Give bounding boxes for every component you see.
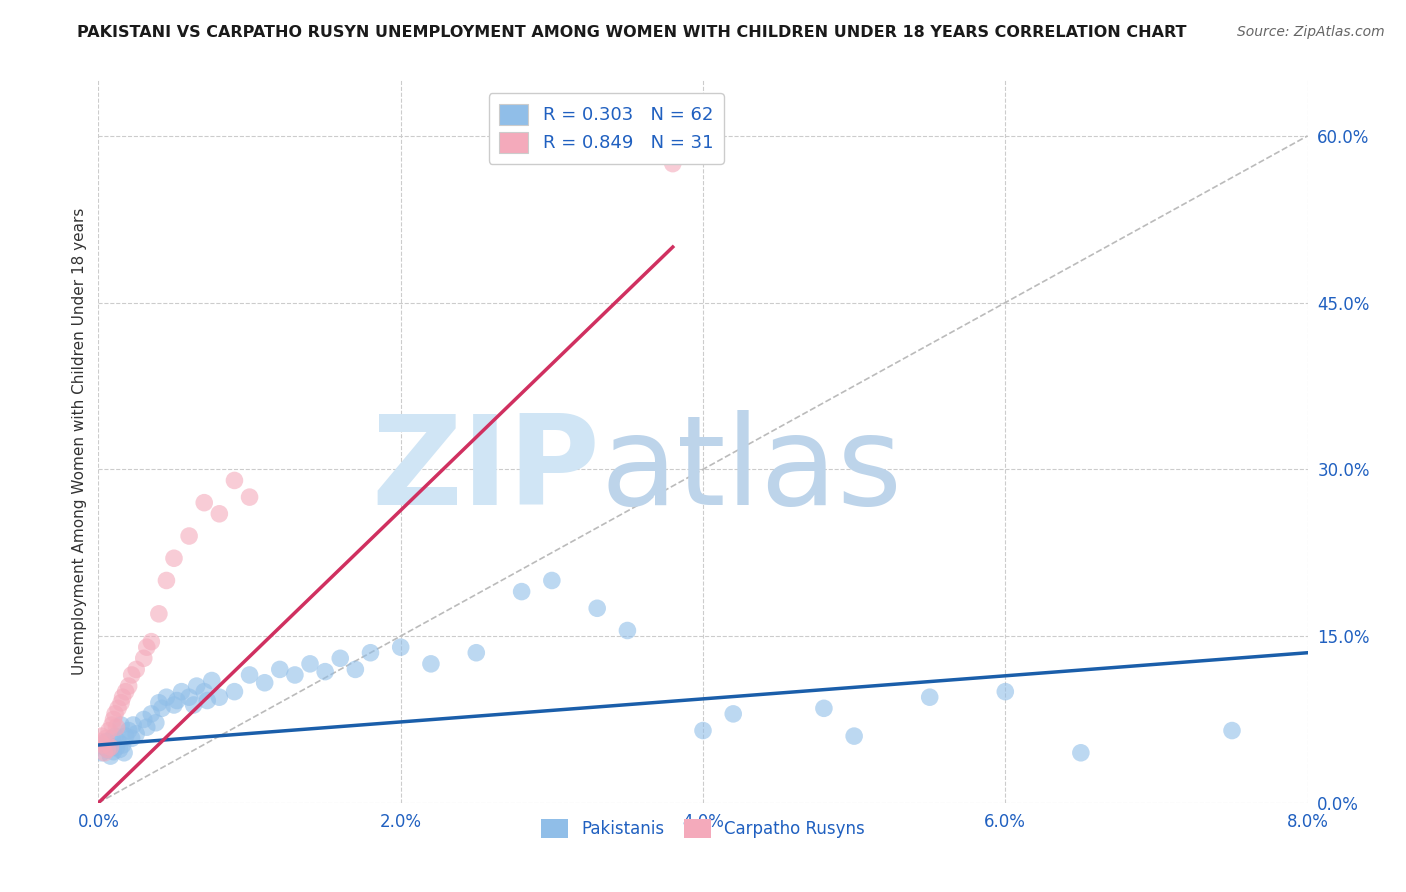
Point <box>111 738 134 752</box>
Point <box>201 673 224 688</box>
Point <box>239 490 262 504</box>
Point <box>132 651 155 665</box>
Point <box>994 684 1017 698</box>
Point <box>125 662 148 676</box>
Point <box>110 718 132 732</box>
Point <box>118 723 141 738</box>
Point <box>96 742 118 756</box>
Point <box>93 740 115 755</box>
Point <box>163 551 186 566</box>
Legend: Pakistanis, Carpatho Rusyns: Pakistanis, Carpatho Rusyns <box>534 813 872 845</box>
Point <box>91 738 114 752</box>
Point <box>586 601 609 615</box>
Point <box>239 668 262 682</box>
Text: ZIP: ZIP <box>371 410 600 531</box>
Point <box>661 156 683 170</box>
Point <box>103 745 125 759</box>
Point <box>104 729 127 743</box>
Point <box>96 742 118 756</box>
Point <box>111 690 134 705</box>
Point <box>813 701 835 715</box>
Point <box>110 696 132 710</box>
Point <box>94 731 117 746</box>
Point <box>145 715 167 730</box>
Point <box>141 706 163 721</box>
Point <box>125 727 148 741</box>
Point <box>195 693 218 707</box>
Text: PAKISTANI VS CARPATHO RUSYN UNEMPLOYMENT AMONG WOMEN WITH CHILDREN UNDER 18 YEAR: PAKISTANI VS CARPATHO RUSYN UNEMPLOYMENT… <box>77 25 1187 40</box>
Point <box>107 734 129 748</box>
Point <box>98 738 121 752</box>
Point <box>360 646 382 660</box>
Point <box>170 684 193 698</box>
Point <box>93 746 115 760</box>
Point <box>329 651 352 665</box>
Point <box>186 679 208 693</box>
Point <box>135 640 157 655</box>
Point <box>269 662 291 676</box>
Point <box>465 646 488 660</box>
Text: Source: ZipAtlas.com: Source: ZipAtlas.com <box>1237 25 1385 39</box>
Point <box>141 634 163 648</box>
Point <box>105 720 128 734</box>
Point <box>224 474 246 488</box>
Point <box>1220 723 1243 738</box>
Point <box>314 665 336 679</box>
Point <box>299 657 322 671</box>
Point <box>179 690 201 705</box>
Point <box>89 734 111 748</box>
Point <box>90 746 112 760</box>
Point <box>114 684 136 698</box>
Point <box>101 718 124 732</box>
Point <box>163 698 186 712</box>
Point <box>100 749 122 764</box>
Point <box>510 584 533 599</box>
Point <box>148 696 170 710</box>
Point <box>193 684 215 698</box>
Point <box>122 718 145 732</box>
Text: atlas: atlas <box>600 410 903 531</box>
Point <box>208 507 231 521</box>
Point <box>183 698 205 712</box>
Point <box>540 574 562 588</box>
Point <box>108 742 131 756</box>
Point <box>135 720 157 734</box>
Point <box>692 723 714 738</box>
Point <box>150 701 173 715</box>
Point <box>121 731 143 746</box>
Point <box>100 740 122 755</box>
Y-axis label: Unemployment Among Women with Children Under 18 years: Unemployment Among Women with Children U… <box>72 208 87 675</box>
Point <box>118 679 141 693</box>
Point <box>94 734 117 748</box>
Point <box>844 729 866 743</box>
Point <box>389 640 412 655</box>
Point <box>112 746 135 760</box>
Point <box>344 662 367 676</box>
Point <box>132 713 155 727</box>
Point <box>101 731 124 746</box>
Point <box>224 684 246 698</box>
Point <box>148 607 170 621</box>
Point <box>107 701 129 715</box>
Point <box>420 657 443 671</box>
Point <box>723 706 745 721</box>
Point <box>90 729 112 743</box>
Point <box>155 574 177 588</box>
Point <box>104 706 127 721</box>
Point <box>616 624 638 638</box>
Point <box>193 496 215 510</box>
Point <box>166 693 188 707</box>
Point <box>121 668 143 682</box>
Point <box>208 690 231 705</box>
Point <box>105 740 128 755</box>
Point <box>1070 746 1092 760</box>
Point <box>98 723 121 738</box>
Point <box>155 690 177 705</box>
Point <box>253 675 276 690</box>
Point <box>114 729 136 743</box>
Point <box>179 529 201 543</box>
Point <box>284 668 307 682</box>
Point <box>918 690 941 705</box>
Point <box>103 713 125 727</box>
